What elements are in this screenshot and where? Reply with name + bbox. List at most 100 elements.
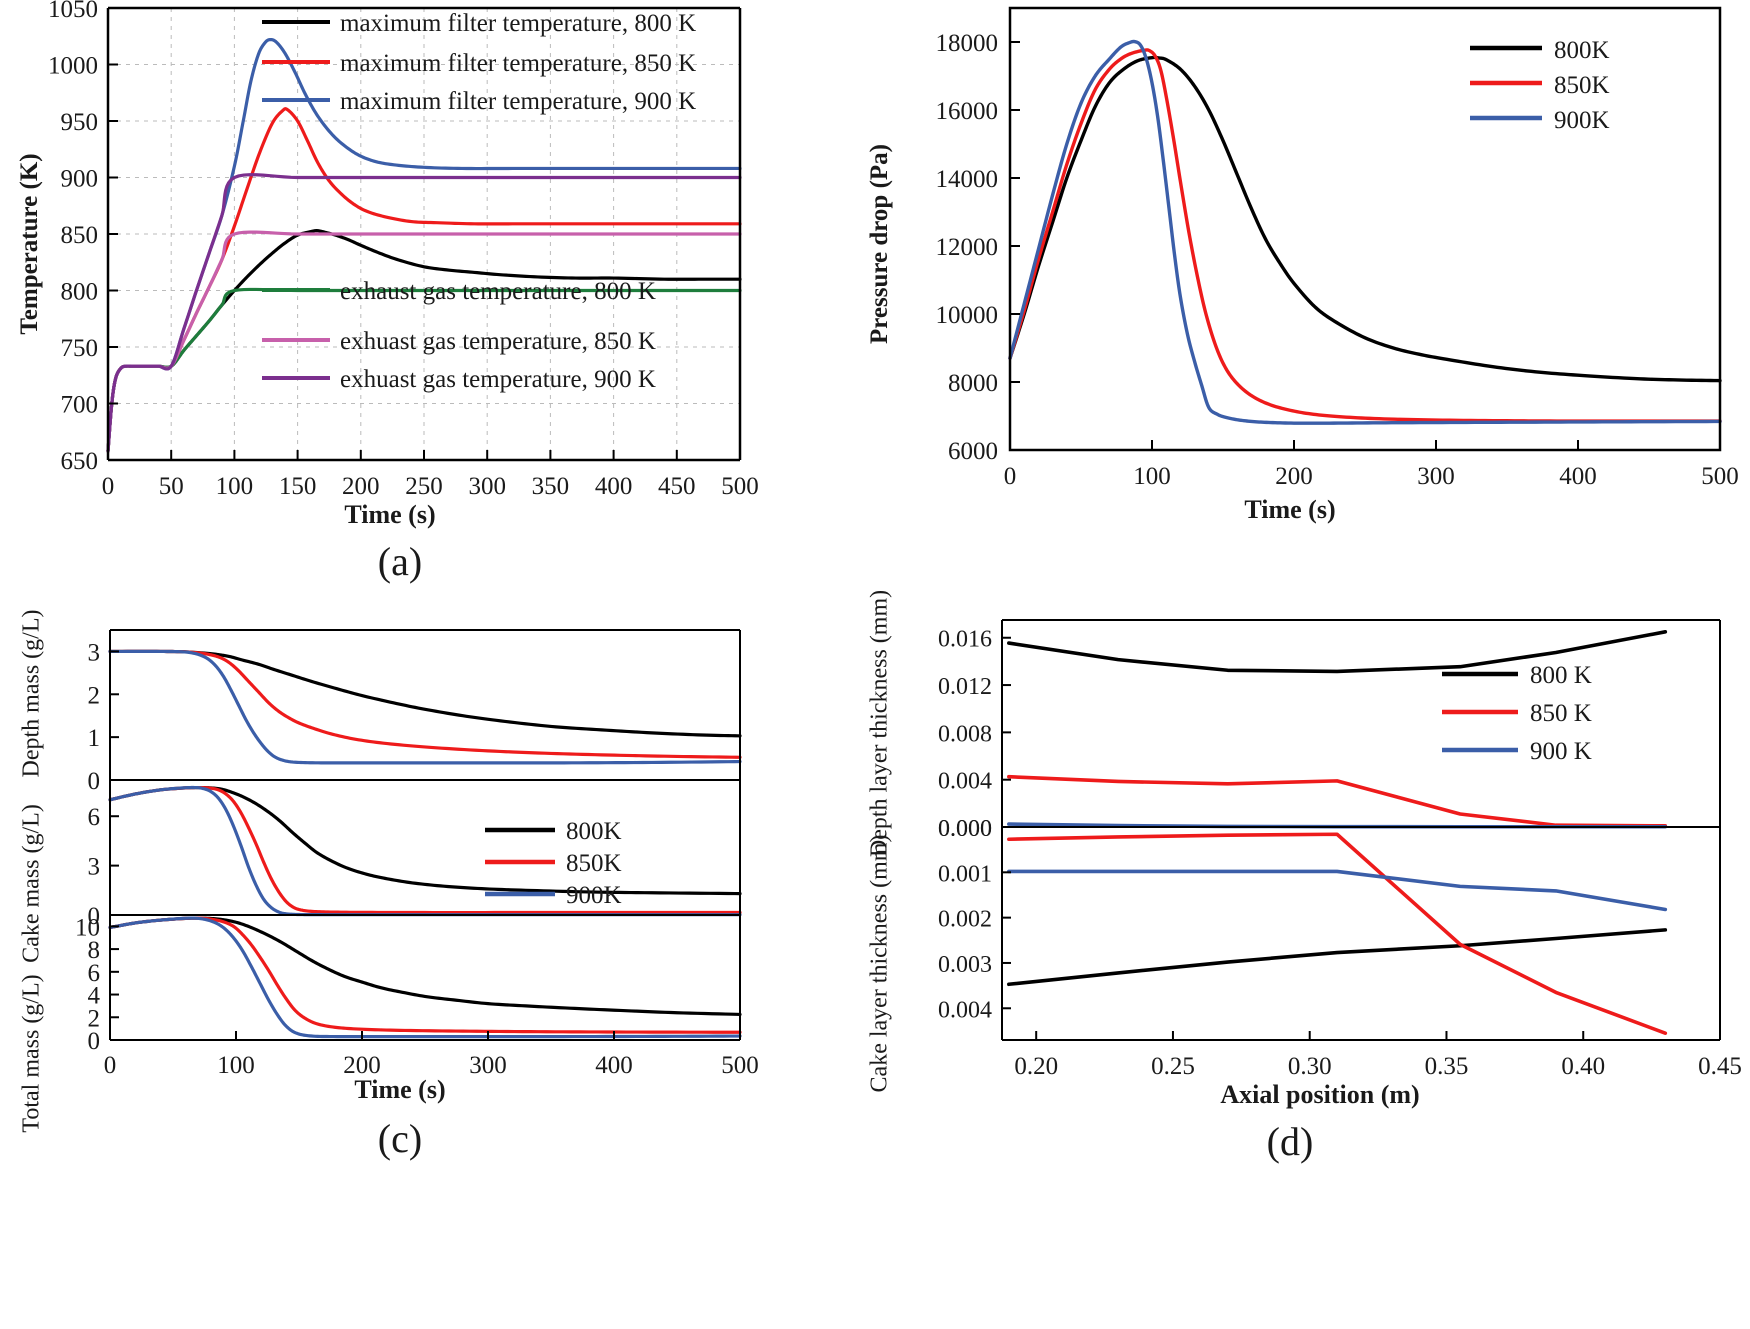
panel-a-xlabel: Time (s) bbox=[344, 500, 436, 529]
legend-label-exh-1: exhuast gas temperature, 850 K bbox=[340, 328, 656, 355]
ytick-label: 650 bbox=[61, 448, 99, 475]
plot-border bbox=[1008, 6, 1722, 452]
legend-label-1: 850K bbox=[1554, 72, 1610, 99]
ytick-label: 12000 bbox=[936, 234, 999, 261]
series-line-total-mass-1 bbox=[108, 916, 742, 1034]
xtick-label: 400 bbox=[1559, 463, 1597, 490]
series-line-cake-mass-0 bbox=[108, 785, 742, 896]
ytick-label-total-mass: 10 bbox=[75, 914, 100, 941]
ytick-label-depth-mass: 3 bbox=[88, 639, 101, 666]
ytick-label: 950 bbox=[61, 109, 99, 136]
ytick-label-depth-layer-thickness: 0.008 bbox=[938, 721, 992, 747]
ytick-label: 1000 bbox=[48, 53, 98, 80]
ytick-label: 750 bbox=[61, 335, 99, 362]
panel-c-xlabel: Time (s) bbox=[354, 1075, 446, 1104]
legend-label-2: 900K bbox=[1554, 107, 1610, 134]
ytick-label: 8000 bbox=[948, 370, 998, 397]
legend-label-exh-2: exhuast gas temperature, 900 K bbox=[340, 366, 656, 393]
ytick-label-depth-layer-thickness: 0.004 bbox=[938, 769, 992, 795]
xtick-label: 0.40 bbox=[1561, 1053, 1605, 1080]
ytick-label: 850 bbox=[61, 222, 99, 249]
xtick-label: 250 bbox=[405, 473, 443, 500]
xtick-label: 450 bbox=[658, 473, 696, 500]
series-line-2 bbox=[1008, 39, 1722, 425]
xtick-label: 0 bbox=[102, 473, 115, 500]
series-line-0 bbox=[1008, 55, 1722, 383]
ytick-label-total-mass: 6 bbox=[88, 960, 101, 987]
ytick-label: 700 bbox=[61, 392, 99, 419]
series-line-cake-layer-thickness-1 bbox=[1007, 832, 1668, 1035]
ytick-label: 18000 bbox=[936, 30, 999, 57]
ytick-label-depth-mass: 1 bbox=[88, 725, 101, 752]
series-line-depth-layer-thickness-0 bbox=[1007, 630, 1668, 674]
ytick-label-cake-layer-thickness: 0.003 bbox=[938, 952, 992, 978]
ytick-label: 16000 bbox=[936, 98, 999, 125]
series-line-cake-layer-thickness-0 bbox=[1007, 928, 1668, 987]
legend-label-max-2: maximum filter temperature, 900 K bbox=[340, 88, 696, 115]
xtick-label: 200 bbox=[1275, 463, 1313, 490]
ytick-label-cake-layer-thickness: 0.004 bbox=[938, 997, 992, 1023]
panel-d-plot: 0.0000.0040.0080.0120.0160.0000.0010.002… bbox=[938, 619, 1742, 1080]
ytick-label: 900 bbox=[61, 166, 99, 193]
ytick-label-depth-mass: 0 bbox=[88, 768, 101, 795]
xtick-label: 0 bbox=[1004, 463, 1017, 490]
legend-label-0: 800K bbox=[1554, 37, 1610, 64]
xtick-label: 500 bbox=[721, 473, 759, 500]
series-line-total-mass-2 bbox=[108, 916, 742, 1039]
xtick-label: 0.30 bbox=[1288, 1053, 1332, 1080]
xtick-label: 200 bbox=[343, 1052, 381, 1079]
series-line-5 bbox=[106, 173, 742, 453]
ytick-label-cake-mass: 6 bbox=[88, 804, 101, 831]
ytick-label-cake-layer-thickness: 0.001 bbox=[938, 861, 992, 887]
panel-c-ylabel-total: Total mass (g/L) bbox=[18, 974, 45, 1133]
xtick-label: 0.20 bbox=[1014, 1053, 1058, 1080]
panel-a-plot: 650 700 750 800 850 900 950 1000 1050 0 50 100 150 20… bbox=[48, 0, 759, 500]
xtick-label: 300 bbox=[468, 473, 506, 500]
xtick-label: 0 bbox=[104, 1052, 117, 1079]
xtick-label: 50 bbox=[159, 473, 184, 500]
xtick-label: 300 bbox=[1417, 463, 1455, 490]
ytick-label-depth-layer-thickness: 0.012 bbox=[938, 674, 992, 700]
ytick-label-total-mass: 4 bbox=[88, 983, 101, 1010]
series-line-total-mass-0 bbox=[108, 916, 742, 1017]
panel-d-ylabel-cake: Cake layer thickness (mm) bbox=[866, 834, 893, 1093]
panel-b-ylabel: Pressure drop (Pa) bbox=[866, 144, 893, 344]
ytick-label-cake-layer-thickness: 0.000 bbox=[938, 816, 992, 842]
panel-d-caption: (d) bbox=[1266, 1119, 1314, 1164]
panel-a: 650 700 750 800 850 900 950 1000 1050 0 50 100 150 20… bbox=[0, 0, 790, 584]
xtick-label: 500 bbox=[721, 1052, 759, 1079]
legend-label-max-0: maximum filter temperature, 800 K bbox=[340, 10, 696, 37]
legend-label-1: 850 K bbox=[1530, 700, 1592, 727]
panel-b-xlabel: Time (s) bbox=[1244, 495, 1336, 524]
panel-d: 0.000 0.004 0.008 0.012 0.016 0.000 0.001 0.002… bbox=[830, 590, 1750, 1190]
xtick-label: 0.35 bbox=[1425, 1053, 1469, 1080]
legend-label-2: 900K bbox=[566, 882, 622, 909]
ytick-label-total-mass: 0 bbox=[88, 1028, 101, 1055]
ytick-label-depth-mass: 2 bbox=[88, 682, 101, 709]
panel-c-caption: (c) bbox=[377, 1116, 423, 1161]
panel-b: 6000 8000 10000 12000 14000 16000 18000 0 100 200… bbox=[830, 0, 1750, 570]
series-line-depth-mass-1 bbox=[108, 649, 742, 759]
xtick-label: 500 bbox=[1701, 463, 1739, 490]
series-line-depth-layer-thickness-1 bbox=[1007, 774, 1668, 828]
xtick-label: 350 bbox=[532, 473, 570, 500]
ytick-label: 14000 bbox=[936, 166, 999, 193]
ytick-label: 6000 bbox=[948, 438, 998, 465]
xtick-label: 150 bbox=[279, 473, 317, 500]
xtick-label: 100 bbox=[217, 1052, 255, 1079]
ytick-label-total-mass: 8 bbox=[88, 937, 101, 964]
legend-label-exh-0: exhaust gas temperature, 800 K bbox=[340, 278, 656, 305]
legend-label-2: 900 K bbox=[1530, 738, 1592, 765]
ytick-label: 800 bbox=[61, 279, 99, 306]
ytick-label-depth-layer-thickness: 0.000 bbox=[938, 816, 992, 842]
xtick-label: 300 bbox=[469, 1052, 507, 1079]
xtick-label: 0.25 bbox=[1151, 1053, 1195, 1080]
legend-label-0: 800 K bbox=[1530, 662, 1592, 689]
series-line-depth-mass-2 bbox=[108, 649, 742, 765]
ytick-label: 1050 bbox=[48, 0, 98, 23]
series-line-cake-mass-2 bbox=[108, 785, 742, 917]
panel-d-xlabel: Axial position (m) bbox=[1220, 1080, 1420, 1109]
ytick-label-total-mass: 2 bbox=[88, 1005, 101, 1032]
xtick-label: 400 bbox=[595, 1052, 633, 1079]
